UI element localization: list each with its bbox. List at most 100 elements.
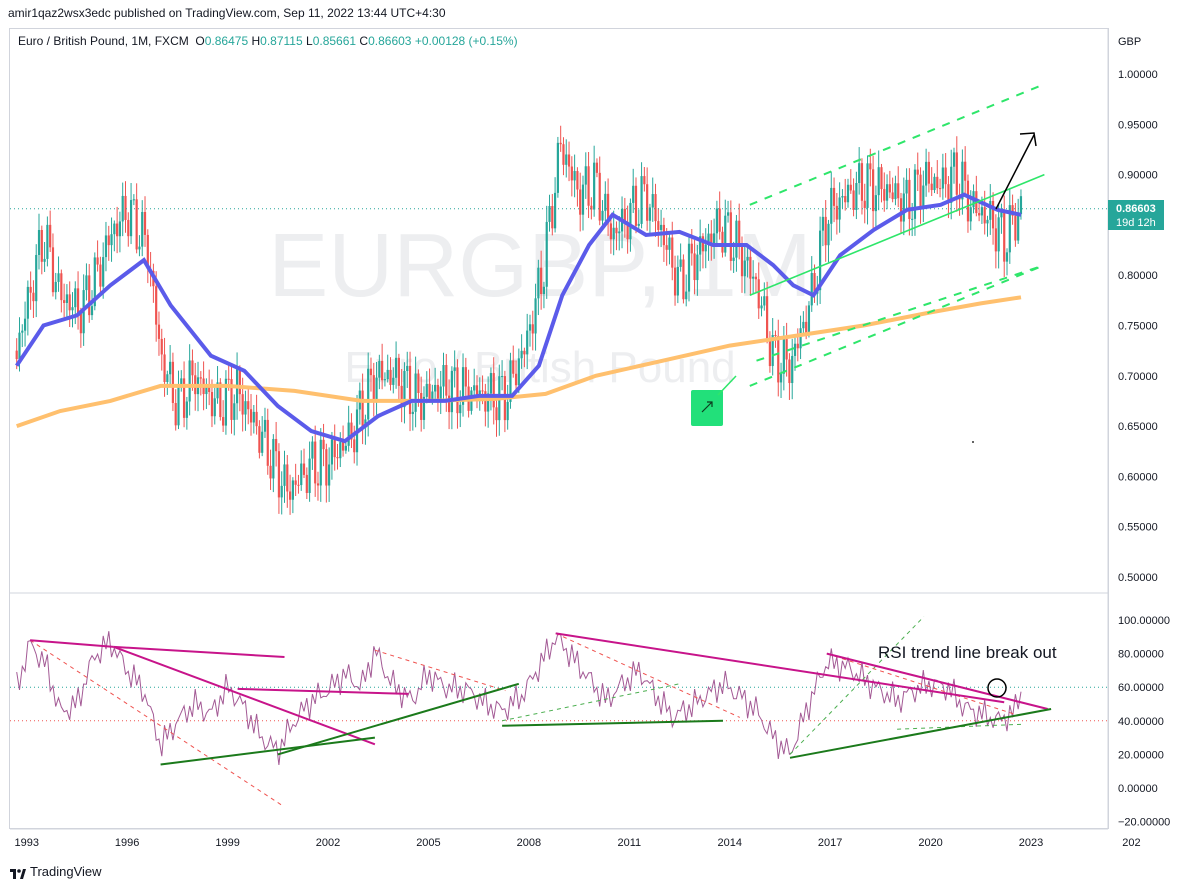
price-tick: 0.50000 xyxy=(1118,572,1158,584)
candle-body xyxy=(76,288,80,314)
candle-body xyxy=(138,246,141,250)
candle-body xyxy=(991,200,995,229)
candle-body xyxy=(450,370,453,413)
candle-body xyxy=(113,223,116,235)
symbol-legend: Euro / British Pound, 1M, FXCM O0.86475 … xyxy=(18,34,518,48)
candle-body xyxy=(135,199,138,250)
candle-body xyxy=(341,442,345,451)
idea-icon-button[interactable] xyxy=(691,390,723,426)
candle-body xyxy=(177,385,180,426)
rsi-resistance-trendline xyxy=(555,632,1005,704)
candle-body xyxy=(512,360,515,374)
candle-body xyxy=(919,174,922,209)
candle-body xyxy=(827,223,830,246)
candle-body xyxy=(726,212,730,216)
candle-body xyxy=(860,163,864,201)
candle-body xyxy=(23,318,27,331)
candle-body xyxy=(553,192,557,229)
candle-body xyxy=(835,205,838,220)
candle-body xyxy=(520,350,523,359)
candle-body xyxy=(249,409,253,423)
candle-body xyxy=(852,190,855,210)
candle-body xyxy=(771,335,774,367)
candle-body xyxy=(141,212,144,247)
rsi-resistance-trendline xyxy=(113,645,376,746)
candle-body xyxy=(96,257,99,265)
candle-body xyxy=(796,343,799,349)
rsi-dashed-red-trendline xyxy=(555,632,741,718)
rsi-tick: 0.00000 xyxy=(1118,783,1158,795)
candle-body xyxy=(258,426,261,453)
time-tick: 2023 xyxy=(1019,837,1043,849)
candle-body xyxy=(233,403,236,420)
rsi-dashed-red-trendline xyxy=(29,639,282,806)
candle-body xyxy=(950,166,953,203)
candle-body xyxy=(18,332,21,360)
candle-body xyxy=(445,365,448,396)
candle-body xyxy=(704,244,707,252)
candle-body xyxy=(180,378,183,386)
candle-body xyxy=(261,431,264,453)
candle-body xyxy=(768,339,771,367)
candle-body xyxy=(821,216,824,231)
last-price-label-bg xyxy=(1108,200,1164,230)
candle-body xyxy=(779,373,783,383)
candle-body xyxy=(219,382,222,418)
low-label: L xyxy=(306,34,313,48)
candle-body xyxy=(964,161,967,181)
candle-body xyxy=(911,218,914,220)
candle-body xyxy=(297,484,300,486)
candle-body xyxy=(740,243,744,277)
candle-body xyxy=(99,264,102,287)
candle-body xyxy=(280,485,283,498)
candle-body xyxy=(944,167,947,185)
rsi-resistance-trendline xyxy=(30,639,114,648)
candle-body xyxy=(1005,252,1009,262)
candle-body xyxy=(224,378,228,426)
candle-body xyxy=(174,402,177,426)
candle-body xyxy=(344,445,347,451)
time-tick: 2011 xyxy=(617,837,641,849)
channel-middle xyxy=(749,173,1045,297)
candle-body xyxy=(673,267,677,296)
candle-body xyxy=(866,163,869,208)
candle-body xyxy=(21,330,24,333)
time-tick: 1993 xyxy=(14,837,38,849)
candle-body xyxy=(872,169,875,212)
candle-body xyxy=(537,267,540,299)
candle-body xyxy=(615,227,618,234)
time-tick: 2008 xyxy=(517,837,541,849)
candle-body xyxy=(431,391,434,400)
footer-brand[interactable]: TradingView xyxy=(10,864,102,879)
rsi-tick: 60.00000 xyxy=(1118,682,1164,694)
candle-body xyxy=(322,439,325,450)
candle-body xyxy=(484,391,487,412)
candle-body xyxy=(311,441,314,459)
candle-body xyxy=(275,438,278,452)
candle-body xyxy=(436,384,440,401)
channel-lower xyxy=(749,264,1045,387)
candle-body xyxy=(1003,212,1006,262)
candle-body xyxy=(481,390,484,392)
candle-body xyxy=(347,422,350,446)
ma-fast-line xyxy=(15,192,1022,444)
candle-body xyxy=(523,350,526,355)
candle-body xyxy=(394,357,398,378)
price-tick: 1.00000 xyxy=(1118,69,1158,81)
candle-body xyxy=(188,360,191,402)
candle-body xyxy=(863,200,866,208)
rsi-tick: 80.00000 xyxy=(1118,649,1164,661)
candle-body xyxy=(51,247,55,293)
candle-body xyxy=(983,207,986,224)
candle-body xyxy=(339,442,342,459)
rsi-dashed-red-trendline xyxy=(826,653,1015,715)
candle-body xyxy=(584,166,587,185)
candle-body xyxy=(171,361,175,403)
candle-body xyxy=(425,383,428,397)
candle-body xyxy=(417,373,420,394)
candle-body xyxy=(291,480,294,500)
candle-body xyxy=(57,273,60,282)
candle-body xyxy=(330,439,334,465)
channel-anchor-line xyxy=(717,375,737,396)
